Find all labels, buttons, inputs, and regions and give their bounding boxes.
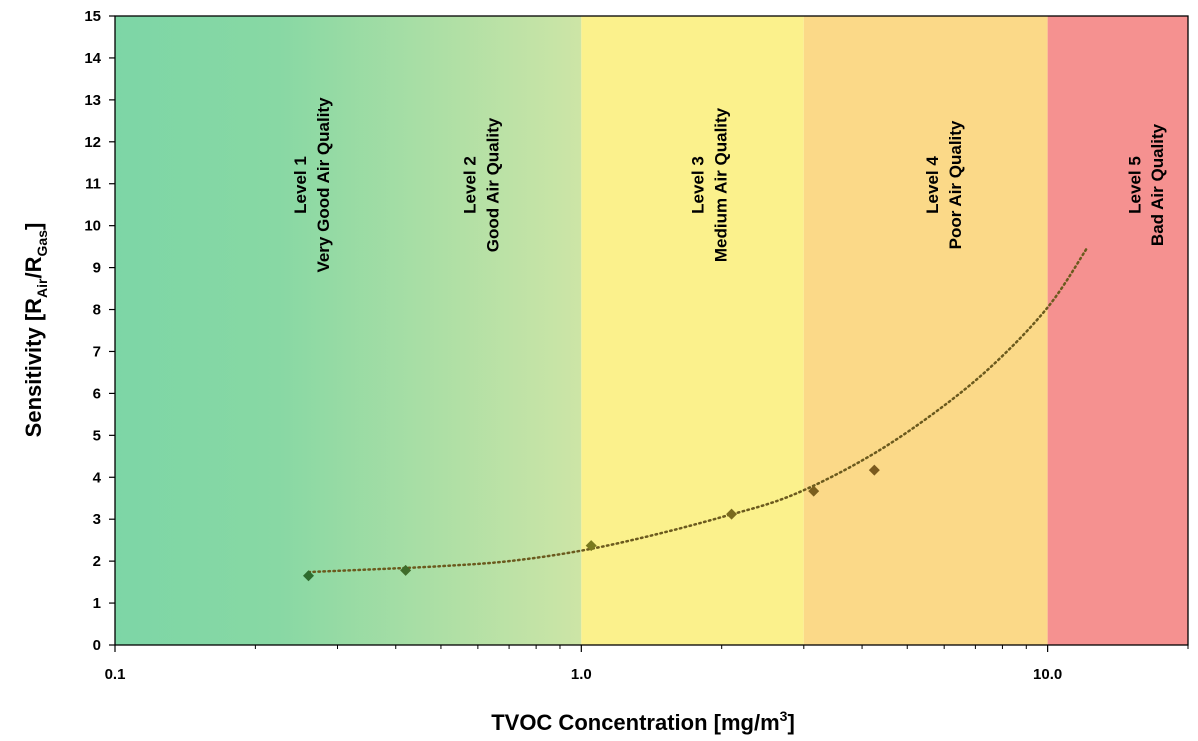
y-tick-label: 5 [93, 427, 101, 444]
x-axis-title-suffix: ] [787, 710, 794, 735]
level-3-label: Level 3 Medium Air Quality [688, 107, 730, 262]
y-axis-title-main: Sensitivity [R [21, 298, 46, 437]
level-4-label: Level 4 Poor Air Quality [923, 120, 965, 249]
data-point [303, 570, 315, 582]
quality-region-3 [803, 16, 1048, 645]
level-1-label-line2: Very Good Air Quality [314, 97, 333, 273]
y-tick-label: 9 [93, 260, 101, 277]
y-tick-label: 2 [93, 553, 101, 570]
level-3-label-line2: Medium Air Quality [711, 107, 730, 262]
level-2-label-line1: Level 2 [460, 156, 479, 214]
quality-region-1 [115, 16, 582, 645]
x-tick-label: 10.0 [1033, 666, 1062, 683]
y-axis-title-separator: /R [21, 256, 46, 278]
trendline [307, 245, 1090, 574]
x-tick-label: 1.0 [571, 666, 592, 683]
y-tick-label: 15 [84, 8, 101, 25]
level-2-label-line2: Good Air Quality [483, 117, 502, 252]
y-tick-label: 12 [84, 134, 101, 151]
level-1-label-line1: Level 1 [291, 156, 310, 214]
y-tick-label: 1 [93, 595, 101, 612]
x-axis-title-main: TVOC Concentration [mg/m [491, 710, 779, 735]
y-tick-label: 11 [85, 176, 101, 193]
y-tick-label: 13 [84, 92, 101, 109]
y-tick-label: 8 [93, 302, 101, 319]
y-tick-label: 7 [93, 343, 101, 360]
level-4-label-line2: Poor Air Quality [946, 120, 965, 249]
quality-region-4 [1047, 16, 1188, 645]
y-tick-label: 0 [93, 637, 101, 654]
level-4-label-line1: Level 4 [923, 156, 942, 214]
level-2-label: Level 2 Good Air Quality [460, 117, 502, 252]
y-tick-label: 6 [93, 385, 101, 402]
level-3-label-line1: Level 3 [688, 156, 707, 214]
quality-region-2 [581, 16, 804, 645]
y-tick-label: 14 [84, 50, 101, 67]
data-point [585, 540, 597, 552]
y-axis-title-subscript-gas: Gas [34, 230, 50, 257]
y-tick-label: 3 [93, 511, 101, 528]
y-tick-label: 10 [84, 218, 101, 235]
level-5-label: Level 5 Bad Air Quality [1125, 123, 1167, 246]
x-tick-label: 0.1 [105, 666, 126, 683]
y-tick-label: 4 [93, 469, 102, 486]
y-axis-title: Sensitivity [RAir/RGas] [21, 223, 50, 438]
x-axis-title: TVOC Concentration [mg/m3] [491, 708, 795, 735]
y-axis-title-suffix: ] [21, 223, 46, 230]
data-point [808, 485, 820, 497]
level-5-label-line2: Bad Air Quality [1148, 123, 1167, 246]
data-point [400, 564, 412, 576]
data-point [868, 464, 880, 476]
x-axis-title-superscript: 3 [780, 708, 788, 724]
plot-border [114, 15, 1189, 646]
level-1-label: Level 1 Very Good Air Quality [291, 97, 333, 273]
y-axis-title-subscript-air: Air [34, 278, 50, 298]
level-5-label-line1: Level 5 [1125, 156, 1144, 214]
data-point [726, 508, 738, 520]
